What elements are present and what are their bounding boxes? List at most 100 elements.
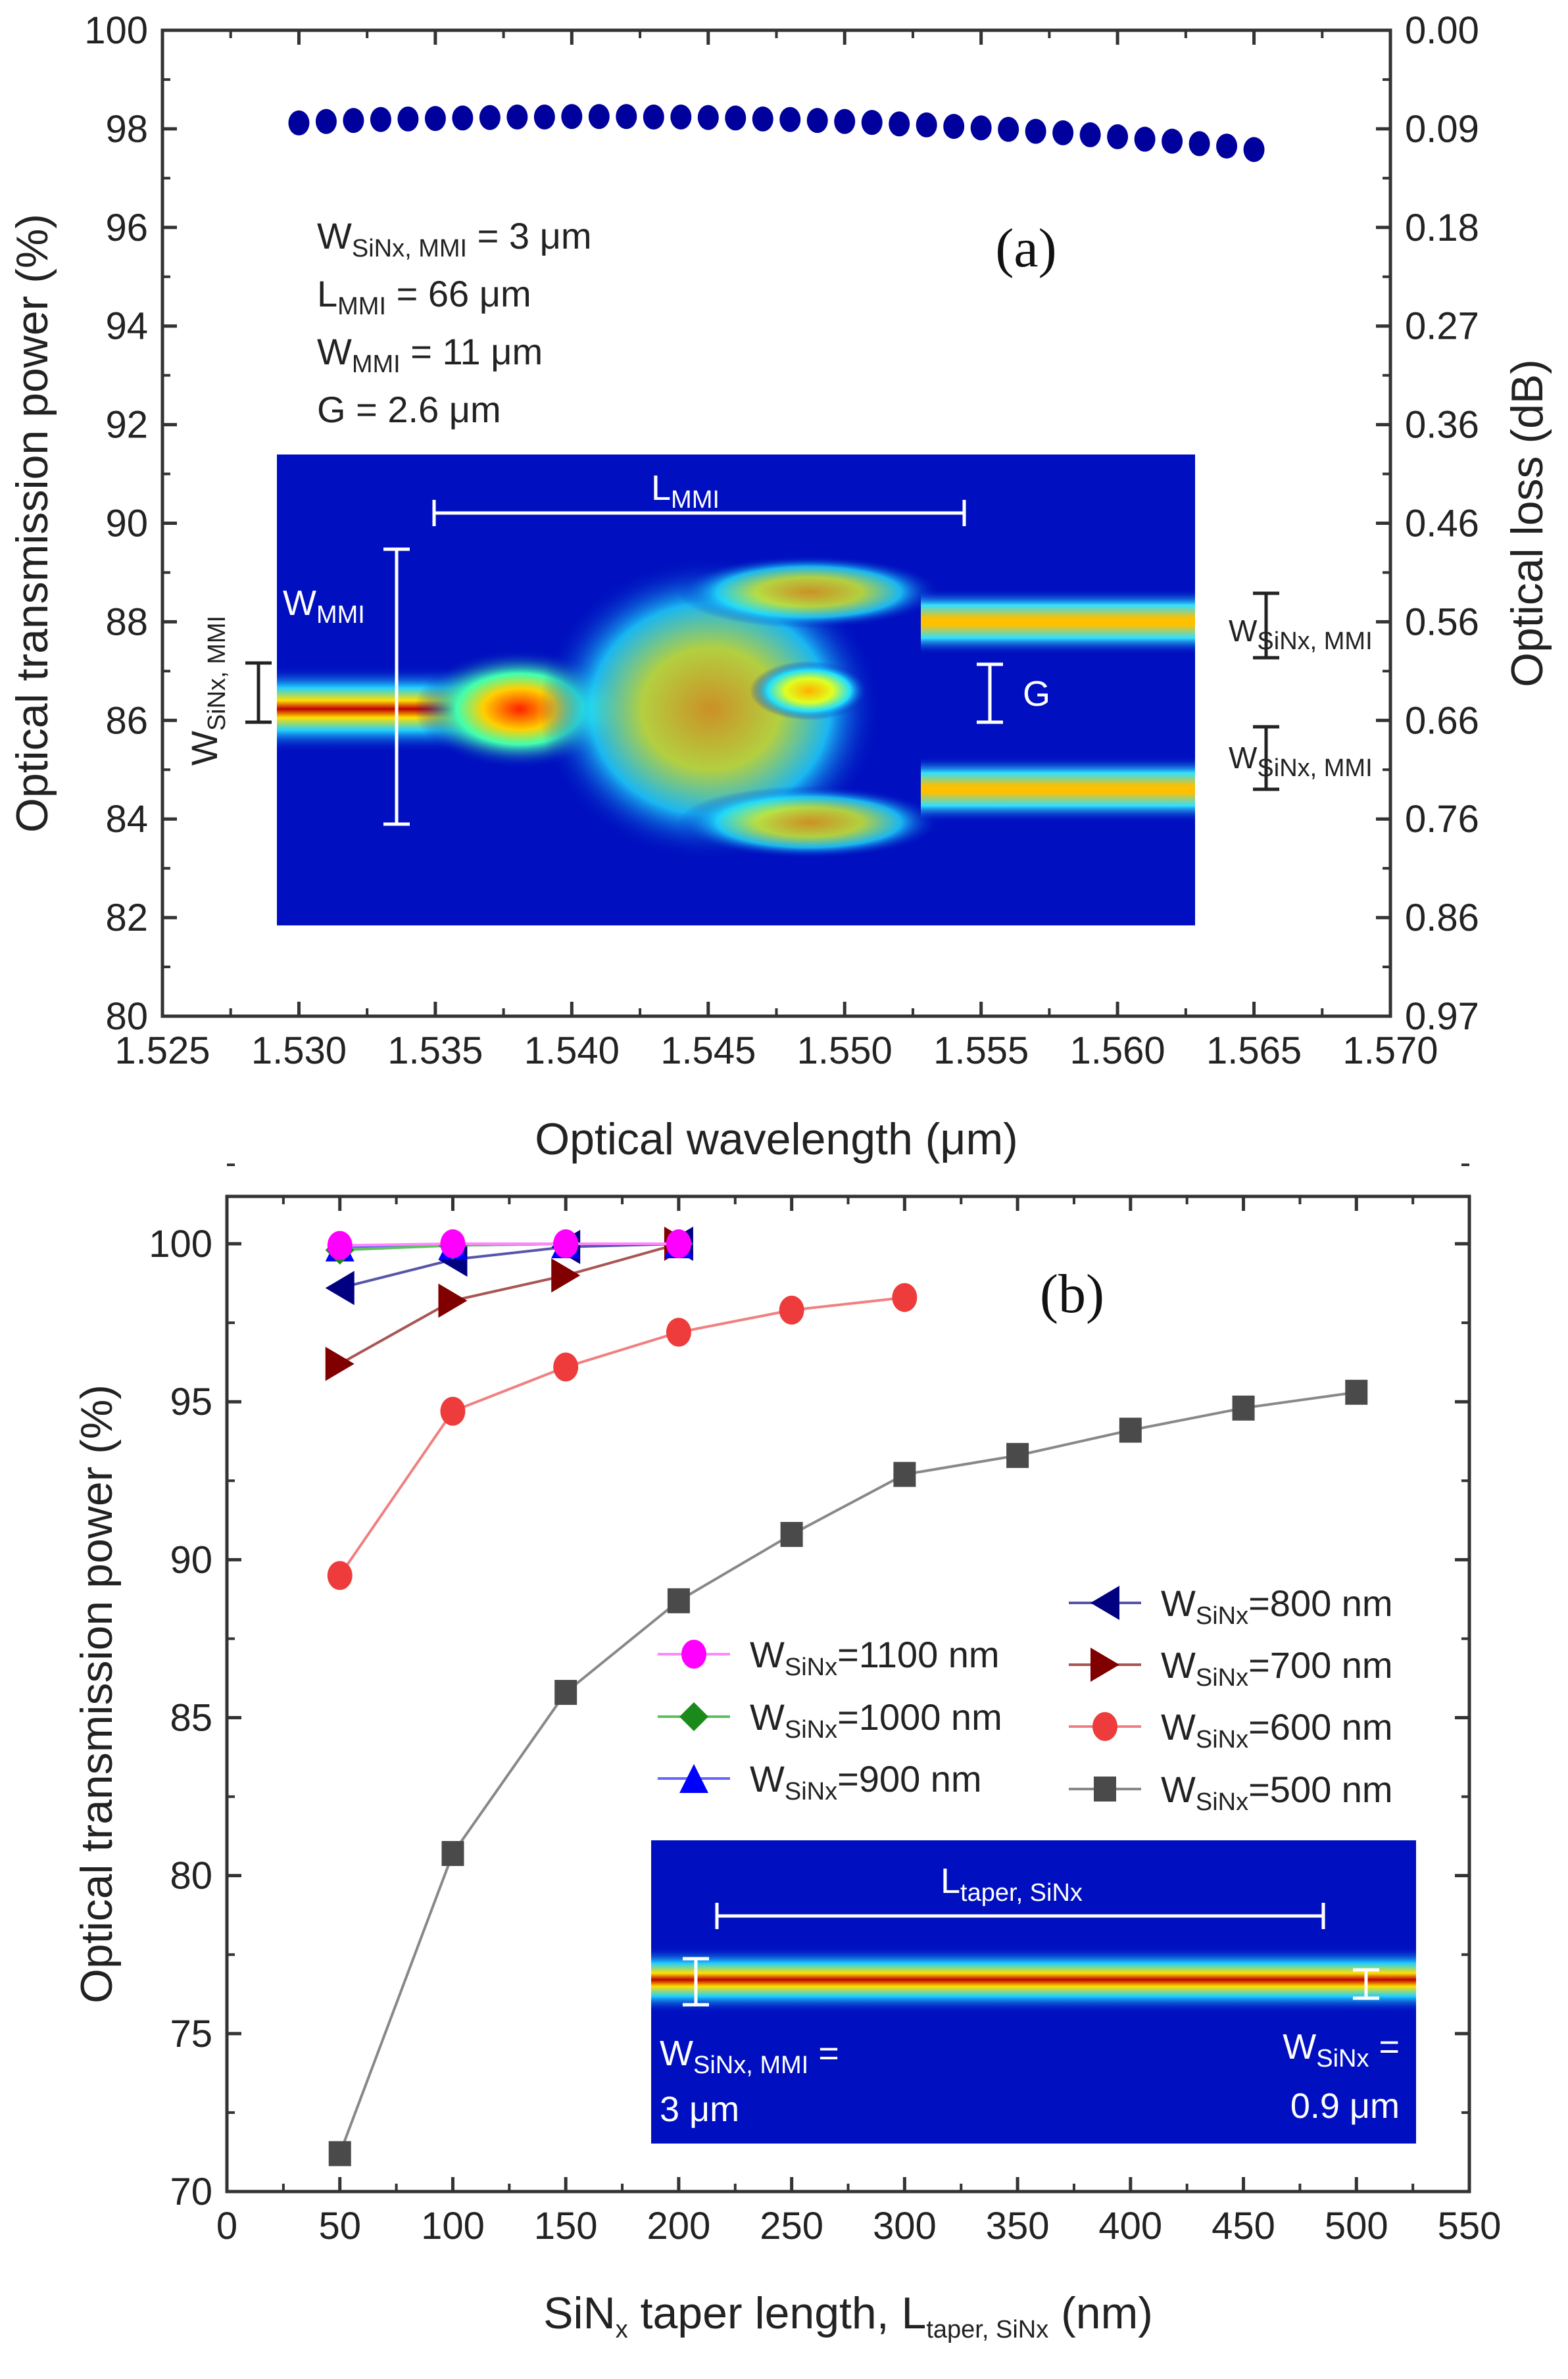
x-tick-label: 1.530 bbox=[251, 1029, 347, 1072]
legend-label: WSiNx=500 nm bbox=[1161, 1769, 1393, 1816]
data-point bbox=[588, 104, 610, 130]
legend-label: WSiNx=900 nm bbox=[750, 1758, 982, 1805]
data-point bbox=[325, 1271, 355, 1306]
data-point bbox=[1345, 1379, 1368, 1405]
y-tick-label: 86 bbox=[105, 699, 148, 742]
l-mmi-label: LMMI bbox=[651, 468, 720, 514]
data-point bbox=[553, 1352, 579, 1382]
y-tick-label: 85 bbox=[170, 1697, 212, 1740]
annotation-main: L bbox=[317, 273, 337, 314]
y-tick-label: 80 bbox=[170, 1855, 212, 1898]
data-point bbox=[970, 115, 992, 141]
data-point bbox=[452, 105, 474, 131]
data-point bbox=[780, 1521, 803, 1547]
right-width-label-main: W bbox=[1283, 2027, 1316, 2067]
data-point bbox=[616, 104, 637, 130]
x-tick-label: 1.535 bbox=[387, 1029, 483, 1072]
legend-label-rest: =600 nm bbox=[1248, 1706, 1393, 1748]
w-mmi-label-sub: MMI bbox=[316, 601, 365, 629]
legend-label-main: W bbox=[750, 1696, 785, 1738]
legend-item: WSiNx=500 nm bbox=[1069, 1769, 1393, 1816]
panel-label: (a) bbox=[995, 218, 1056, 279]
y-right-tick-label: 0.18 bbox=[1405, 207, 1479, 249]
y-right-tick-label: 0.27 bbox=[1405, 305, 1479, 348]
x-tick-label: 1.560 bbox=[1070, 1029, 1165, 1072]
right-width-label-sub: SiNx bbox=[1316, 2045, 1369, 2072]
x-axis-title: Optical wavelength (μm) bbox=[535, 1114, 1018, 1164]
left-width-value: 3 μm bbox=[660, 2090, 739, 2129]
data-point bbox=[506, 104, 528, 130]
w-sinx-mmi-label-sub: SiNx, MMI bbox=[203, 616, 231, 731]
series-line bbox=[339, 1242, 679, 1365]
right-width-label: WSiNx = bbox=[1283, 2027, 1400, 2072]
data-point bbox=[697, 105, 719, 130]
legend-label-rest: =700 nm bbox=[1248, 1644, 1393, 1686]
x-tick-label: 0 bbox=[216, 2205, 237, 2247]
legend-label-rest: =1100 nm bbox=[837, 1634, 999, 1675]
annotation: WSiNx, MMI = 3 μm bbox=[317, 215, 592, 262]
legend-label-main: W bbox=[750, 1758, 785, 1800]
x-tick-label: 50 bbox=[318, 2205, 361, 2247]
data-point bbox=[327, 1561, 353, 1590]
l-taper-label-sub: taper, SiNx bbox=[960, 1879, 1083, 1907]
data-point bbox=[1107, 124, 1129, 149]
legend-item: WSiNx=900 nm bbox=[658, 1758, 982, 1805]
y-tick-label: 88 bbox=[105, 601, 148, 643]
l-mmi-label-sub: MMI bbox=[671, 486, 720, 514]
x-tick-label: 500 bbox=[1325, 2205, 1388, 2247]
annotation-rest: = 3 μm bbox=[467, 215, 591, 257]
legend-label-sub: SiNx bbox=[785, 1654, 837, 1681]
y-right-tick-label: 0.00 bbox=[1405, 9, 1479, 52]
y-right-axis-title: Optical loss (dB) bbox=[1502, 359, 1552, 687]
field-lower bbox=[677, 786, 941, 858]
data-point bbox=[670, 104, 692, 130]
data-point bbox=[806, 108, 828, 134]
annotation: G = 2.6 μm bbox=[317, 389, 501, 430]
w-mmi-dimension bbox=[383, 547, 410, 826]
data-point bbox=[1079, 122, 1101, 147]
y-tick-label: 100 bbox=[84, 9, 148, 52]
data-point bbox=[440, 1229, 466, 1259]
legend-marker bbox=[679, 1702, 708, 1731]
right-width-value: 0.9 μm bbox=[1290, 2086, 1400, 2126]
output-beam-bottom bbox=[921, 756, 1195, 822]
data-point bbox=[551, 1258, 581, 1293]
data-point bbox=[1052, 120, 1074, 145]
legend-marker bbox=[1090, 1648, 1119, 1682]
legend-marker bbox=[1092, 1712, 1117, 1741]
data-point bbox=[834, 109, 856, 134]
panel-a: 1.525 1.530 1.535 1.540 1.545 1.550 1.555 1.560… bbox=[7, 9, 1552, 1164]
data-point bbox=[315, 109, 337, 134]
legend-label: WSiNx=600 nm bbox=[1161, 1706, 1393, 1754]
taper-beam bbox=[651, 1947, 1416, 2013]
data-point bbox=[441, 1841, 464, 1867]
y-right-tick-label: 0.86 bbox=[1405, 896, 1479, 939]
y-tick-label: 84 bbox=[105, 798, 148, 841]
g-label: G bbox=[1023, 674, 1050, 714]
l-mmi-label-main: L bbox=[651, 468, 671, 508]
l-taper-label: Ltaper, SiNx bbox=[941, 1861, 1083, 1907]
x-tick-label: 100 bbox=[421, 2205, 485, 2247]
data-point bbox=[1025, 118, 1046, 144]
legend-label-main: W bbox=[1161, 1644, 1196, 1686]
data-point bbox=[1119, 1417, 1142, 1443]
x-tick-label: 450 bbox=[1212, 2205, 1275, 2247]
data-point bbox=[725, 105, 747, 131]
data-point bbox=[1006, 1442, 1029, 1468]
y-tick-label: 90 bbox=[105, 503, 148, 545]
x-tick-label: 200 bbox=[647, 2205, 711, 2247]
x-tick-label: 1.545 bbox=[660, 1029, 756, 1072]
legend-item: WSiNx=1100 nm bbox=[658, 1634, 1000, 1681]
data-point bbox=[916, 112, 937, 137]
y-tick-label: 90 bbox=[170, 1538, 212, 1581]
data-point bbox=[1243, 137, 1265, 162]
legend-label: WSiNx=800 nm bbox=[1161, 1582, 1393, 1630]
w-out-bottom-label-sub: SiNx, MMI bbox=[1257, 754, 1372, 782]
y-tick-label: 98 bbox=[105, 108, 148, 151]
w-out-bottom-label: WSiNx, MMI bbox=[1229, 741, 1373, 782]
data-point bbox=[1216, 134, 1238, 159]
legend-label-sub: SiNx bbox=[1196, 1664, 1248, 1692]
legend-label-main: W bbox=[1161, 1706, 1196, 1748]
